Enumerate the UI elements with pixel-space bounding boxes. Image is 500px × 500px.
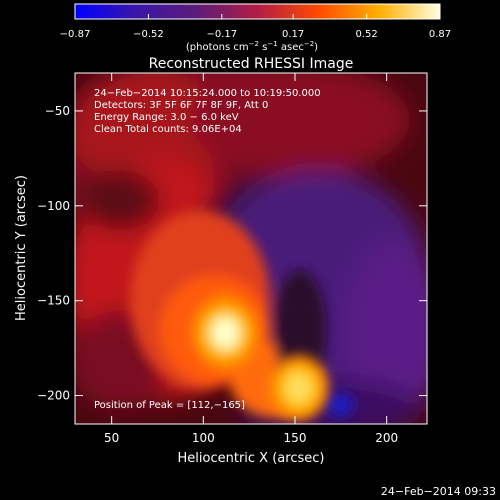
annotation-method-counts: Clean Total counts: 9.06E+04 <box>94 124 242 135</box>
y-tick-label: −150 <box>37 294 70 308</box>
y-axis-ticks: −50 −100 −150 −200 <box>37 104 427 403</box>
plot-frame <box>74 72 428 425</box>
peak-position-label: Position of Peak = [112,−165] <box>94 400 245 411</box>
colorbar-frame <box>74 3 441 20</box>
y-axis-label: Heliocentric Y (arcsec) <box>14 175 29 321</box>
flare-source <box>191 294 260 371</box>
colorbar-bar <box>75 4 440 19</box>
colorbar: −0.87 −0.52 −0.17 0.17 0.52 0.87 (photons cm−… <box>60 3 451 53</box>
x-tick-label: 150 <box>284 431 307 445</box>
flare-source <box>269 355 328 421</box>
x-tick-label: 200 <box>375 431 398 445</box>
observation-annotations: 24−Feb−2014 10:15:24.000 to 10:19:50.000… <box>94 88 321 135</box>
y-tick-label: −200 <box>37 389 70 403</box>
flare-sources <box>191 294 328 421</box>
colorbar-tick-label: 0.17 <box>282 29 304 40</box>
colorbar-tick-label: −0.87 <box>60 29 91 40</box>
annotation-energy-range: Energy Range: 3.0 − 6.0 keV <box>94 112 239 123</box>
footer-timestamp: 24−Feb−2014 09:33 <box>381 485 496 498</box>
annotation-detectors: Detectors: 3F 5F 6F 7F 8F 9F, Att 0 <box>94 100 268 111</box>
x-axis-ticks: 50 100 150 200 <box>104 73 398 445</box>
y-tick-label: −100 <box>37 199 70 213</box>
x-tick-label: 100 <box>192 431 215 445</box>
colorbar-tick-label: −0.52 <box>133 29 164 40</box>
colorbar-tick-label: 0.52 <box>355 29 377 40</box>
colorbar-units: (photons cm−2 s−1 asec−2) <box>186 40 318 53</box>
image-area <box>75 73 427 424</box>
annotation-time-range: 24−Feb−2014 10:15:24.000 to 10:19:50.000 <box>94 88 321 99</box>
colorbar-tick-label: 0.87 <box>429 29 451 40</box>
x-axis-label: Heliocentric X (arcsec) <box>178 451 325 466</box>
colorbar-ticks: −0.87 −0.52 −0.17 0.17 0.52 0.87 <box>60 14 451 40</box>
colorbar-tick-label: −0.17 <box>207 29 238 40</box>
x-tick-label: 50 <box>104 431 119 445</box>
y-tick-label: −50 <box>45 104 70 118</box>
chart-title: Reconstructed RHESSI Image <box>149 56 354 72</box>
